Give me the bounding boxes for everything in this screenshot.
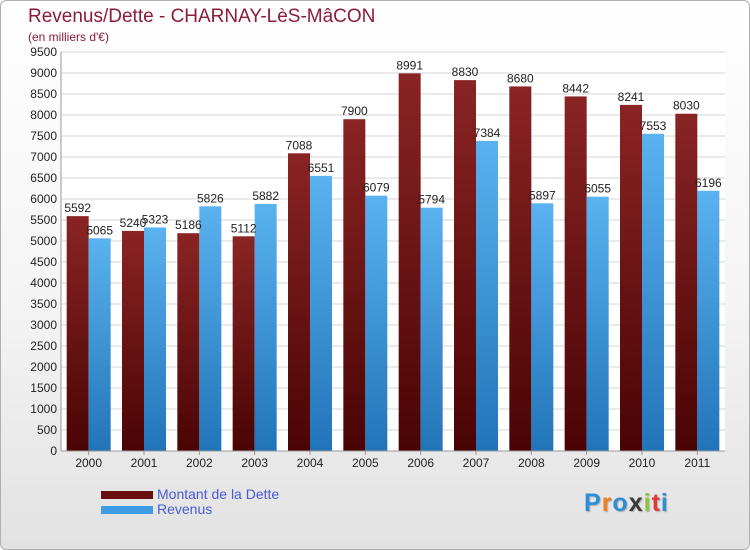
bar-debt [675, 113, 698, 452]
y-tick-label: 7500 [30, 129, 57, 143]
bar-debt [288, 153, 310, 451]
bar-revenus [254, 203, 277, 451]
y-tick-label: 500 [37, 423, 57, 437]
y-tick-label: 7000 [30, 150, 57, 164]
y-tick-label: 6000 [30, 192, 57, 206]
logo-letter: i [643, 489, 652, 517]
bar-debt [564, 96, 587, 451]
x-tick-label: 2007 [463, 456, 490, 470]
data-label-debt: 5592 [64, 201, 91, 215]
chart-subtitle: (en milliers d'€) [28, 30, 109, 44]
y-tick-label: 1500 [30, 381, 57, 395]
x-tick-label: 2011 [684, 456, 710, 470]
data-label-debt: 8442 [562, 81, 589, 95]
plot-area [61, 52, 725, 451]
bar-revenus [144, 227, 166, 451]
data-label-revenus: 5897 [529, 188, 556, 202]
x-tick-label: 2005 [352, 456, 379, 470]
data-label-revenus: 6079 [363, 181, 390, 195]
data-label-revenus: 5826 [197, 191, 224, 205]
bar-debt [398, 73, 421, 452]
data-label-revenus: 5065 [86, 223, 113, 237]
x-tick-label: 2001 [131, 456, 158, 470]
bar-revenus [420, 207, 443, 451]
bar-revenus [586, 196, 609, 451]
data-label-revenus: 7553 [640, 119, 667, 133]
logo-letter: t [651, 489, 661, 517]
legend-label-revenus: Revenus [157, 501, 213, 517]
bar-debt [122, 230, 144, 451]
data-label-debt: 5112 [231, 221, 257, 235]
bar-debt [66, 216, 89, 451]
bar-revenus [531, 203, 554, 451]
bar-debt [177, 233, 200, 451]
logo-letter: P [584, 489, 602, 517]
y-tick-label: 4500 [30, 255, 57, 269]
x-tick-label: 2008 [518, 456, 545, 470]
data-label-debt: 5240 [120, 216, 147, 230]
x-tick-label: 2006 [407, 456, 434, 470]
bar-revenus [476, 140, 498, 451]
legend-swatch-debt [101, 491, 153, 499]
y-tick-label: 5000 [30, 234, 57, 248]
data-label-revenus: 7384 [474, 126, 501, 140]
bar-revenus [365, 195, 388, 451]
x-tick-label: 2010 [629, 456, 656, 470]
data-label-debt: 8030 [673, 99, 700, 113]
x-tick-label: 2003 [241, 456, 268, 470]
bar-revenus [88, 238, 111, 451]
y-tick-label: 3500 [30, 297, 57, 311]
y-tick-label: 9000 [30, 66, 57, 80]
y-tick-label: 0 [50, 444, 57, 458]
x-tick-label: 2000 [75, 456, 102, 470]
data-label-revenus: 6551 [308, 161, 335, 175]
x-tick-label: 2009 [573, 456, 600, 470]
legend-label-debt: Montant de la Dette [157, 486, 280, 502]
bar-revenus [199, 206, 222, 451]
y-tick-label: 1000 [30, 402, 57, 416]
y-tick-label: 8500 [30, 87, 57, 101]
data-label-debt: 5186 [175, 218, 202, 232]
y-tick-label: 2500 [30, 339, 57, 353]
y-tick-label: 4000 [30, 276, 57, 290]
data-label-debt: 7900 [341, 104, 368, 118]
bar-revenus [642, 133, 664, 452]
y-tick-label: 2000 [30, 360, 57, 374]
data-label-revenus: 6055 [584, 182, 611, 196]
bar-debt [232, 236, 255, 451]
data-label-revenus: 5882 [252, 189, 279, 203]
bar-revenus [310, 175, 332, 451]
y-tick-label: 3000 [30, 318, 57, 332]
data-label-revenus: 5323 [142, 212, 169, 226]
data-label-debt: 8830 [452, 65, 479, 79]
bar-debt [620, 104, 642, 452]
y-tick-label: 9500 [30, 45, 57, 59]
y-tick-label: 5500 [30, 213, 57, 227]
data-label-debt: 8680 [507, 71, 534, 85]
logo-letter: o [612, 489, 629, 517]
y-tick-label: 6500 [30, 171, 57, 185]
data-label-debt: 8241 [618, 90, 645, 104]
bar-debt [343, 119, 366, 451]
x-tick-label: 2002 [186, 456, 213, 470]
bar-debt [509, 86, 532, 451]
logo-letter: r [601, 489, 613, 517]
x-tick-label: 2004 [297, 456, 324, 470]
data-label-debt: 8991 [396, 58, 423, 72]
legend-swatch-revenus [101, 506, 153, 514]
data-label-revenus: 5794 [418, 193, 445, 207]
data-label-revenus: 6196 [695, 176, 722, 190]
logo-letter: i [660, 489, 669, 517]
bar-revenus [697, 190, 720, 451]
chart-title: Revenus/Dette - CHARNAY-LèS-MâCON [28, 6, 376, 27]
proxiti-logo: Proxiti [584, 489, 669, 518]
logo-letter: x [628, 489, 644, 517]
data-label-debt: 7088 [286, 138, 313, 152]
y-tick-label: 8000 [30, 108, 57, 122]
bar-debt [454, 80, 476, 451]
